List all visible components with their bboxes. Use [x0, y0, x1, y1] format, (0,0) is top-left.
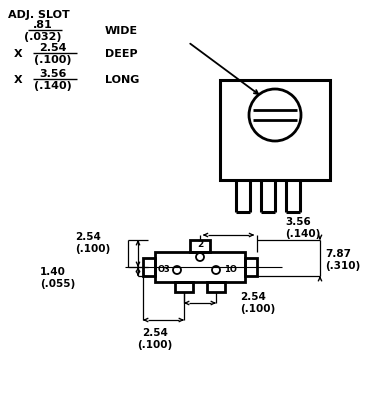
- Text: 1O: 1O: [224, 266, 237, 274]
- Bar: [245, 258, 257, 276]
- Text: O3: O3: [157, 266, 170, 274]
- Text: 2: 2: [197, 240, 203, 249]
- Bar: [190, 240, 210, 252]
- Text: DEEP: DEEP: [105, 49, 138, 59]
- Text: 2.54
(.100): 2.54 (.100): [137, 328, 173, 350]
- Bar: [143, 258, 155, 276]
- Text: 2.54: 2.54: [39, 43, 67, 53]
- Text: .81: .81: [33, 20, 53, 30]
- Text: (.140): (.140): [34, 81, 72, 91]
- Text: ADJ. SLOT: ADJ. SLOT: [8, 10, 70, 20]
- Bar: [207, 282, 225, 292]
- Text: X: X: [14, 49, 23, 59]
- Text: 2.54
(.100): 2.54 (.100): [75, 232, 110, 254]
- Text: 3.56: 3.56: [39, 69, 67, 79]
- Text: 1.40
(.055): 1.40 (.055): [40, 267, 75, 289]
- Text: LONG: LONG: [105, 75, 139, 85]
- Text: X: X: [14, 75, 23, 85]
- Text: (.032): (.032): [24, 32, 62, 42]
- Bar: [155, 252, 245, 282]
- Text: 7.87
(.310): 7.87 (.310): [325, 249, 360, 271]
- Bar: [220, 80, 330, 180]
- Text: (.100): (.100): [34, 55, 72, 65]
- Bar: [175, 282, 193, 292]
- Text: 2.54
(.100): 2.54 (.100): [240, 292, 275, 314]
- Text: 3.56
(.140): 3.56 (.140): [285, 217, 320, 239]
- Text: WIDE: WIDE: [105, 26, 138, 36]
